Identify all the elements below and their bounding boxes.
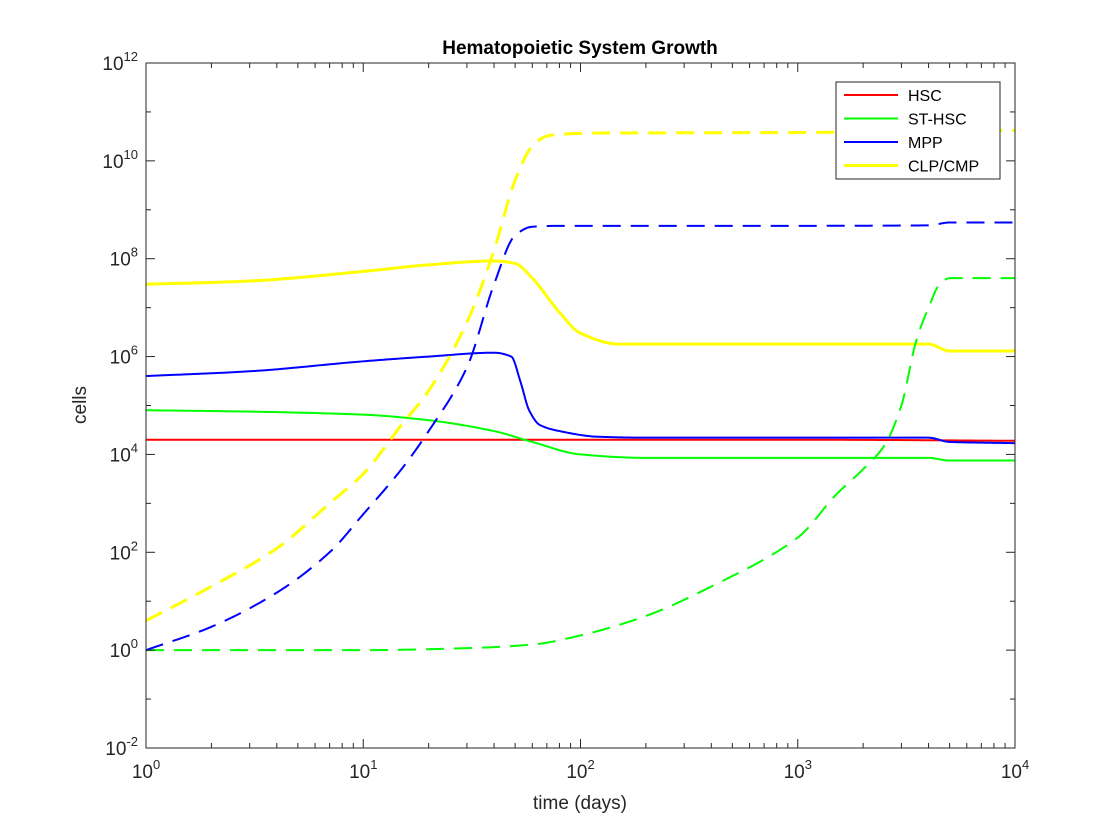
series-line-st-hsc-solid xyxy=(145,409,1015,462)
x-axis-label: time (days) xyxy=(533,793,627,814)
x-tick-label: 103 xyxy=(784,757,812,783)
y-tick-label: 10-2 xyxy=(105,734,138,760)
y-tick-label: 104 xyxy=(110,440,138,466)
x-tick-label: 102 xyxy=(566,757,594,783)
series-line-clp-cmp-dashed xyxy=(145,128,1016,623)
chart-title: Hematopoietic System Growth xyxy=(442,38,718,59)
y-axis-label: cells xyxy=(70,386,91,424)
series-line-clp-cmp-solid xyxy=(145,259,1015,353)
y-tick-label: 108 xyxy=(110,245,138,271)
x-tick-label: 104 xyxy=(1001,757,1029,783)
series-line-mpp-dashed xyxy=(145,221,1015,652)
x-tick-label: 100 xyxy=(132,757,160,783)
y-tick-label: 102 xyxy=(110,538,138,564)
legend-label-st-hsc: ST-HSC xyxy=(908,112,967,129)
legend: HSC ST-HSC MPP CLP/CMP xyxy=(835,81,1001,180)
y-tick-label: 1010 xyxy=(102,147,138,173)
series-line-hsc-solid xyxy=(146,438,1016,442)
y-tick-label: 100 xyxy=(110,636,138,662)
x-tick-label: 101 xyxy=(349,757,377,783)
legend-label-mpp: MPP xyxy=(908,135,943,152)
legend-box xyxy=(835,81,1001,180)
y-tick-label: 1012 xyxy=(102,49,138,75)
legend-label-clp-cmp: CLP/CMP xyxy=(908,159,979,176)
legend-label-hsc: HSC xyxy=(908,88,942,105)
series-line-st-hsc-dashed xyxy=(146,277,1015,652)
y-tick-label: 106 xyxy=(110,343,138,369)
series-line-mpp-solid xyxy=(145,351,1016,445)
plot-lines xyxy=(145,128,1016,652)
ticks: 100 101 102 103 10410-2100102104106108101010… xyxy=(102,49,1029,783)
